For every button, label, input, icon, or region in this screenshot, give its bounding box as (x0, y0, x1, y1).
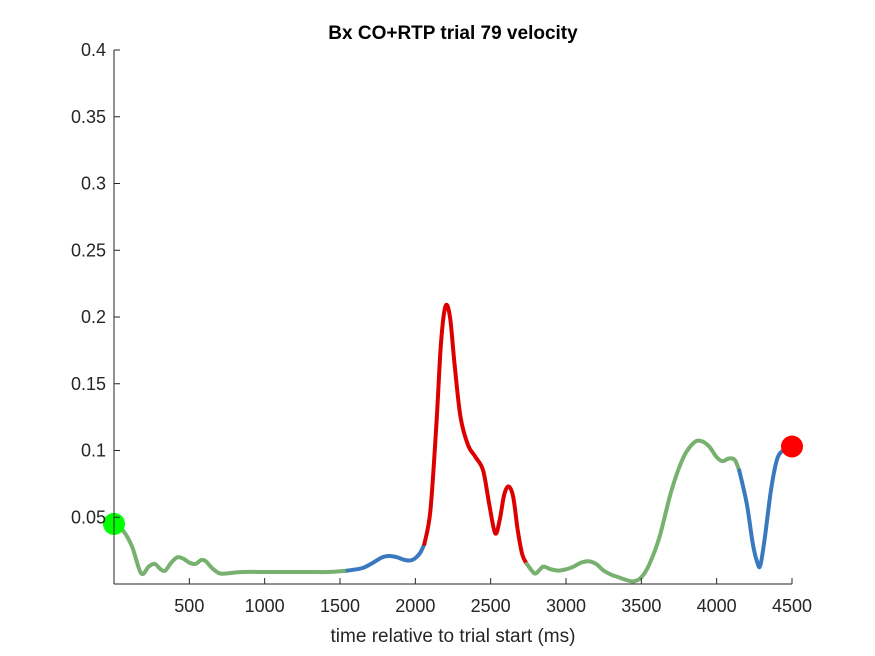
x-tick-label: 2000 (395, 596, 435, 616)
x-tick-label: 2500 (471, 596, 511, 616)
y-tick-label: 0.35 (71, 107, 106, 127)
y-tick-label: 0.2 (81, 307, 106, 327)
x-tick-label: 4000 (697, 596, 737, 616)
velocity-segment-green (524, 438, 742, 584)
x-tick-label: 1500 (320, 596, 360, 616)
x-axis-label: time relative to trial start (ms) (331, 626, 576, 647)
y-tick-label: 0.25 (71, 240, 106, 260)
velocity-segment-green (112, 521, 350, 577)
velocity-segment-blue (345, 541, 427, 573)
trial-markers (103, 435, 803, 535)
velocity-segment-red (422, 302, 529, 566)
y-tick-label: 0.4 (81, 40, 106, 60)
y-tick-label: 0.05 (71, 507, 106, 527)
plot-lines (112, 302, 794, 584)
y-tick-label: 0.1 (81, 441, 106, 461)
x-tick-label: 1000 (245, 596, 285, 616)
x-tick-label: 3500 (621, 596, 661, 616)
y-tick-label: 0.15 (71, 374, 106, 394)
chart-title: Bx CO+RTP trial 79 velocity (328, 23, 578, 44)
x-axis-ticks: 500 1000 1500 2000 2500 3000 3500 4000 4500 (174, 578, 812, 616)
end-marker (781, 435, 803, 458)
velocity-segment-blue (737, 444, 794, 570)
x-tick-label: 500 (174, 596, 204, 616)
y-tick-label: 0.3 (81, 174, 106, 194)
y-axis-ticks: 0.05 0.1 0.15 0.2 0.25 0.3 0.35 0.4 (71, 40, 120, 527)
x-tick-label: 4500 (772, 596, 812, 616)
x-tick-label: 3000 (546, 596, 586, 616)
